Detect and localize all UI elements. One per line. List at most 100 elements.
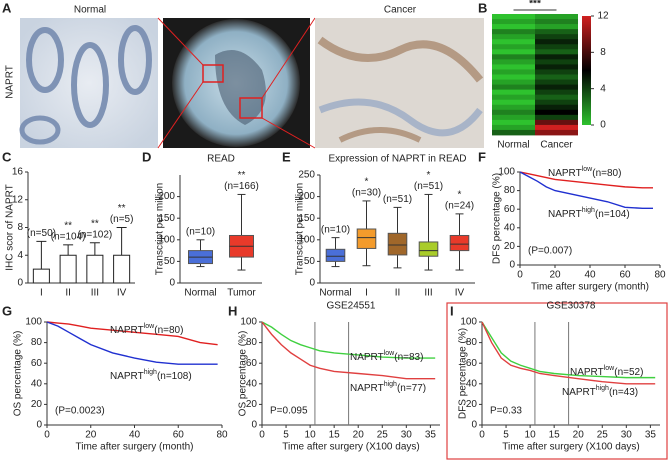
panel-letter: F — [478, 149, 486, 164]
y-tick-label: 100 — [460, 317, 477, 328]
heatmap-cell — [535, 119, 578, 126]
significance: *** — [529, 0, 541, 10]
colorbar-tick-label: 12 — [597, 11, 609, 22]
survival-curve — [519, 171, 653, 209]
heatmap-cell — [492, 14, 535, 20]
column-label: Cancer — [540, 140, 573, 151]
x-axis-label: Time after surgery (X100 days) — [502, 442, 639, 453]
x-tick-label: 5 — [503, 430, 509, 441]
y-tick-label: 60 — [31, 358, 43, 369]
x-tick-label: 20 — [573, 430, 585, 441]
series-superscript: low — [144, 323, 155, 330]
x-tick-label: 15 — [549, 430, 561, 441]
y-tick-label: 20 — [31, 399, 43, 410]
series-count: (n=43) — [609, 387, 638, 398]
y-axis-label: Transcript per million — [155, 183, 166, 275]
heatmap-cell — [535, 129, 578, 136]
series-name: NAPRT — [548, 209, 582, 220]
y-axis-label: DFS percentage (%) — [458, 328, 469, 419]
x-tick-label: 60 — [619, 270, 631, 281]
series-superscript: low — [604, 365, 615, 372]
significance: * — [365, 177, 369, 188]
heatmap-cell — [492, 74, 535, 80]
x-tick-label: III — [424, 288, 432, 299]
y-tick-label: 40 — [246, 378, 258, 389]
series-count: (n=52) — [614, 367, 643, 378]
heatmap-cell — [492, 39, 535, 45]
heatmap-cell — [492, 94, 535, 101]
heatmap-cell — [535, 109, 578, 116]
panel-letter: E — [282, 149, 291, 164]
box — [356, 228, 377, 249]
n-label: (n=50) — [27, 228, 56, 239]
heatmap-cell — [492, 114, 535, 121]
series-superscript: high — [384, 381, 397, 388]
heatmap-cell — [535, 74, 578, 80]
heatmap-cell — [492, 89, 535, 96]
x-tick-label: 80 — [654, 270, 666, 281]
x-tick-label: Normal — [319, 288, 351, 299]
n-label: (n=166) — [224, 181, 259, 192]
series-label: NAPRTlow(n=80) — [110, 323, 183, 336]
x-tick-label: 40 — [129, 430, 141, 441]
heatmap-cell — [535, 54, 578, 60]
panel-letter: H — [228, 303, 237, 318]
heatmap-cell — [492, 109, 535, 116]
heatmap-cell — [535, 19, 578, 25]
y-tick-label: 20 — [504, 241, 516, 252]
heatmap-cell — [492, 64, 535, 70]
row-label: NAPRT — [5, 65, 16, 99]
heatmap-cell — [492, 34, 535, 40]
y-tick-label: 50 — [304, 256, 316, 267]
series-superscript: high — [596, 385, 609, 392]
heatmap-cell — [492, 49, 535, 55]
series-label: NAPRThigh(n=104) — [548, 207, 630, 220]
micrograph-overview — [157, 17, 316, 149]
series-count: (n=83) — [394, 352, 423, 363]
y-axis-label: DFS percentage (%) — [492, 173, 503, 264]
panel-letter: C — [2, 149, 12, 164]
colorbar-tick-label: 4 — [600, 83, 606, 94]
image-label: Normal — [74, 5, 106, 16]
series-name: NAPRT — [110, 325, 144, 336]
n-label: (n=24) — [445, 201, 474, 212]
series-label: NAPRThigh(n=77) — [350, 381, 426, 394]
series-count: (n=80) — [592, 168, 621, 179]
y-tick-label: 40 — [466, 378, 478, 389]
n-label: (n=102) — [78, 229, 113, 240]
x-axis-label: Time after surgery (month) — [76, 442, 194, 453]
significance: ** — [118, 203, 126, 214]
y-tick-label: 0 — [471, 420, 477, 431]
heatmap-cell — [492, 99, 535, 106]
x-tick-label: 10 — [525, 430, 537, 441]
chart-title: GSE24551 — [327, 301, 376, 312]
series-count: (n=108) — [157, 371, 192, 382]
heatmap-cell — [492, 29, 535, 35]
x-tick-label: 25 — [377, 430, 389, 441]
n-label: (n=51) — [414, 181, 443, 192]
y-tick-label: 80 — [246, 337, 258, 348]
series-superscript: high — [144, 369, 157, 376]
y-tick-label: 60 — [504, 204, 516, 215]
heatmap-cell — [535, 69, 578, 75]
colorbar-tick-label: 0 — [600, 120, 606, 131]
x-tick-label: 35 — [645, 430, 657, 441]
x-tick-label: II — [65, 288, 71, 299]
image-label: Cancer — [384, 5, 417, 16]
bar — [59, 254, 77, 284]
heatmap-cell — [492, 44, 535, 50]
x-axis-label: Time after surgery (month) — [531, 282, 649, 293]
heatmap-cell — [535, 114, 578, 121]
heatmap-cell — [535, 34, 578, 40]
y-tick-label: 60 — [246, 358, 258, 369]
survival-curve — [261, 321, 436, 380]
bar — [86, 254, 104, 284]
n-label: (n=10) — [186, 226, 215, 237]
series-name: NAPRT — [548, 168, 582, 179]
colorbar — [582, 16, 591, 125]
heatmap-cell — [492, 124, 535, 131]
x-tick-label: 0 — [259, 430, 265, 441]
survival-curve — [261, 321, 436, 359]
y-tick-label: 100 — [240, 317, 257, 328]
significance: ** — [238, 170, 246, 181]
